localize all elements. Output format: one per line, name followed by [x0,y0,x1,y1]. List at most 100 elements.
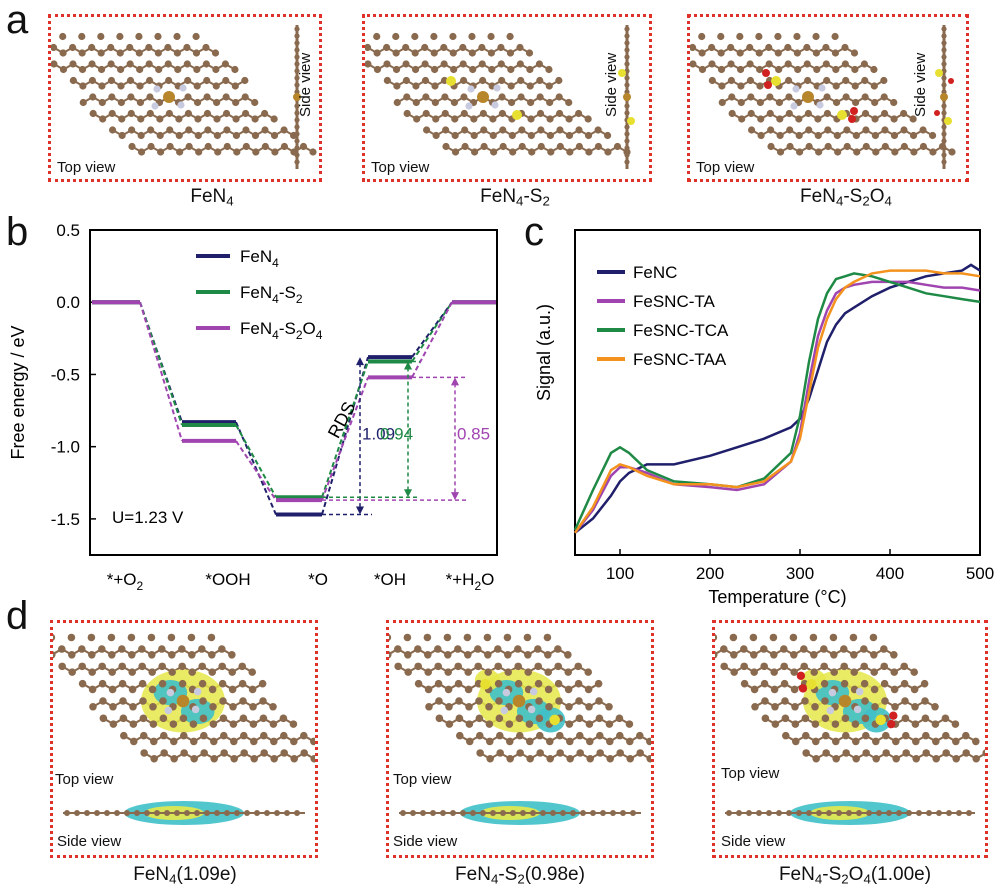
charge-density-fen4-s2 [389,633,651,825]
panel-d-frame-fen4-s2o4: Top view Side view [712,620,988,858]
sulfur-atom [806,678,817,690]
sulfur-atom [837,110,847,120]
gap-label: 0.85 [457,424,490,443]
x-category-label: *OOH [205,570,250,589]
y-axis-label: Signal (a.u.) [534,304,554,401]
side-view-label: Side view [393,833,458,850]
transition [411,301,453,378]
oxygen-atom [850,107,858,115]
nitrogen-atom [179,84,187,92]
sulfur-atom [549,714,560,726]
nitrogen-atom [790,102,798,110]
sulfur-atom [480,678,491,690]
atoms [715,633,985,763]
nitrogen-atom [151,102,159,110]
structure-fen4-s2o4-top [690,25,956,169]
x-category-label: *O [308,570,328,589]
x-tick-label: 300 [786,564,814,583]
panel-d-frame-fen4: Top view Side view [50,620,318,858]
sulfur-atom [446,76,456,86]
nitrogen-atom [153,85,161,93]
y-tick-label: 0.5 [56,221,80,240]
iron-atom [802,91,814,103]
series-line-FeNC [574,263,981,534]
caption-fen4-s2o4: FeN4-S2O4 [800,186,892,209]
panel-letter-a: a [6,0,29,42]
structure-fen4-s2-top [365,25,635,169]
nitrogen-atom [529,687,538,696]
transition [235,424,277,498]
charge-density-fen4-s2o4 [715,633,985,825]
side-view-structure [934,25,954,169]
potential-label: U=1.23 V [112,508,184,527]
nitrogen-atom [164,706,173,715]
top-view-label: Top view [371,159,430,176]
plot-frame [574,229,981,556]
x-axis-label: Temperature (°C) [708,587,846,607]
nitrogen-atom [826,706,835,715]
panel-d-frame-fen4-s2: Top view Side view [386,620,654,858]
y-tick-label: -1.5 [51,510,80,529]
x-tick-label: 500 [966,564,994,583]
x-tick-label: 400 [876,564,904,583]
transition [139,301,183,442]
top-view-label: Top view [57,159,116,176]
series-FeN4-S2O4 [92,300,496,503]
iron-atom [512,694,526,708]
legend-label: FeN4-S2 [240,283,303,306]
top-view-label: Top view [393,771,452,788]
side-view-label: Side view [721,833,786,850]
nitrogen-atom [191,705,200,714]
nitrogen-atom [828,688,837,697]
side-view-label: Side view [912,52,929,117]
y-tick-label: 0.0 [56,293,80,312]
series-line-FeSNC-TAA [573,269,981,534]
atoms [690,32,956,156]
atoms [51,32,317,156]
panel-a-frame-fen4: Top view Side view [48,14,322,182]
nitrogen-atom [467,85,475,93]
x-category-label: *OH [374,570,406,589]
legend-label: FeNC [633,263,677,282]
iron-atom [838,694,852,708]
caption-fen4-s2: FeN4-S2 [480,186,550,209]
side-view-structure [63,801,305,825]
oxygen-atom [887,719,896,729]
x-tick-label: 100 [606,564,634,583]
side-view-label: Side view [57,833,122,850]
side-view-structure [399,801,641,825]
free-energy-chart: 0.5 0.0 -0.5 -1.0 -1.5 Free energy / eV *+O2 *O… [8,221,498,593]
side-view-structure [618,25,635,169]
oxygen-atom [848,115,856,123]
legend-label: FeSNC-TCA [633,321,729,340]
nitrogen-atom [491,101,499,109]
iron-atom [477,91,489,103]
side-view-structure [725,801,975,825]
oxygen-atom [796,671,806,680]
nitrogen-atom [500,706,509,715]
nitrogen-atom [527,705,536,714]
panel-letter-b: b [6,210,29,254]
panel-a-frame-fen4-s2: Top view Side view [362,14,652,182]
panel-letter-c: c [524,210,544,254]
nitrogen-atom [853,705,862,714]
plot-frame [89,229,498,556]
gap-label: 0.94 [380,424,413,443]
side-view-structure [293,25,301,169]
nitrogen-atom [493,84,501,92]
nitrogen-atom [177,101,185,109]
nitrogen-atom [502,688,511,697]
charge-density-fen4 [53,633,315,825]
nitrogen-atom [818,84,826,92]
transition [321,376,369,501]
panel-a-frame-fen4-s2o4: Top view Side view [687,14,969,182]
legend-label: FeN4 [240,247,279,270]
atoms [53,633,315,763]
transition [139,301,183,426]
legend-label: FeSNC-TA [633,292,716,311]
top-view-label: Top view [721,765,780,782]
transition [235,421,277,515]
sulfur-atom [512,110,522,120]
caption-fen4: FeN4 [190,186,234,209]
nitrogen-atom [855,687,864,696]
